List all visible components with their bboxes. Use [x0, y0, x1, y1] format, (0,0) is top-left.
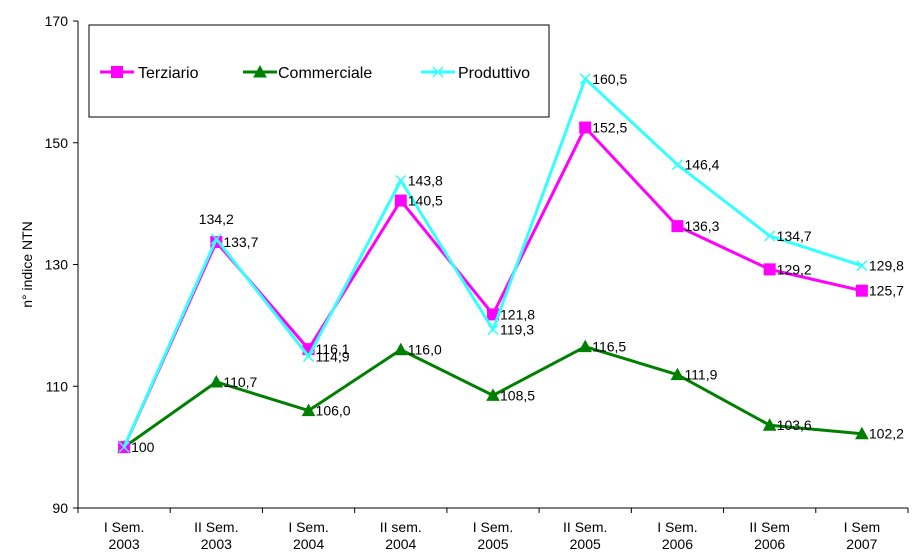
- legend-label: Produttivo: [458, 65, 530, 82]
- data-label-produttivo: 119,3: [500, 322, 534, 338]
- data-label-commerciale: 111,9: [684, 367, 717, 383]
- data-point-produttivo: [764, 230, 776, 242]
- data-point-produttivo: [671, 159, 683, 171]
- data-point-commerciale: [670, 367, 685, 381]
- legend-item-commerciale: Commerciale: [243, 64, 372, 82]
- legend-marker: [253, 64, 267, 78]
- data-point-produttivo: [395, 174, 407, 187]
- x-tick-label: 2005: [570, 536, 601, 552]
- y-tick-label: 110: [46, 378, 69, 394]
- data-label-produttivo: 114,9: [316, 348, 350, 364]
- legend-box: [88, 24, 550, 118]
- data-label-produttivo: 146,4: [684, 157, 719, 173]
- x-tick-label: II Sem.: [194, 519, 238, 535]
- x-tick-label: 2006: [754, 536, 785, 552]
- x-tick-label: 2005: [477, 536, 508, 552]
- x-tick-label: I Sem.: [473, 519, 513, 535]
- data-point-commerciale: [578, 339, 593, 353]
- data-point-produttivo: [856, 260, 868, 272]
- series-commerciale: [117, 339, 869, 453]
- data-label-terziario: 121,8: [500, 306, 535, 322]
- data-label-terziario: 129,2: [777, 261, 812, 277]
- data-label-commerciale: 106,0: [316, 403, 351, 419]
- x-tick-label: 2003: [201, 536, 232, 552]
- data-label-produttivo: 134,7: [777, 228, 812, 244]
- legend-marker: [111, 66, 123, 78]
- data-point-produttivo: [210, 233, 222, 245]
- data-label-commerciale: 110,7: [223, 374, 257, 390]
- data-point-terziario: [579, 121, 592, 134]
- series-produttivo: [118, 73, 868, 453]
- legend-label: Terziario: [138, 65, 199, 82]
- data-label-terziario: 136,3: [684, 218, 719, 234]
- data-label-terziario: 140,5: [408, 193, 443, 209]
- data-label-produttivo: 160,5: [592, 71, 627, 87]
- data-labels: 133,7 116,1 140,5 121,8 152,5 136,3 129,2 125,7…: [131, 71, 904, 455]
- x-tick-label: 2004: [293, 536, 324, 552]
- x-tick-label: II sem.: [380, 519, 422, 535]
- data-point-produttivo: [579, 73, 591, 85]
- x-tick-label: I Sem.: [288, 519, 328, 535]
- legend-marker: [432, 66, 444, 78]
- x-tick-label: 2004: [385, 536, 416, 552]
- y-tick-label: 90: [52, 500, 68, 516]
- data-point-terziario: [763, 263, 776, 276]
- data-label-commerciale: 102,2: [869, 426, 904, 442]
- data-label-produttivo: 143,8: [408, 172, 443, 188]
- data-point-terziario: [671, 220, 684, 233]
- data-label-commerciale: 116,5: [592, 339, 626, 355]
- data-point-commerciale: [209, 374, 224, 388]
- data-label-terziario: 152,5: [592, 120, 627, 136]
- data-point-terziario: [394, 194, 407, 207]
- x-tick-label: I Sem.: [657, 519, 697, 535]
- series-layer: [117, 73, 869, 454]
- x-tick-label: 2006: [662, 536, 693, 552]
- legend-label: Commerciale: [278, 65, 372, 82]
- series-terziario: [118, 121, 868, 454]
- legend-item-produttivo: Produttivo: [421, 65, 530, 82]
- x-tick-label: II Sem.: [563, 519, 607, 535]
- data-label-terziario: 125,7: [869, 283, 904, 299]
- data-point-commerciale: [486, 388, 500, 401]
- data-point-commerciale: [762, 418, 777, 431]
- data-label-produttivo: 134,2: [199, 211, 234, 227]
- data-point-produttivo: [303, 350, 315, 362]
- data-point-produttivo: [118, 441, 130, 453]
- x-tick-label: 2003: [109, 536, 140, 552]
- data-label-commerciale: 116,0: [408, 342, 442, 358]
- data-point-commerciale: [855, 426, 869, 440]
- legend: Terziario Commerciale Produttivo: [88, 24, 550, 118]
- data-point-terziario: [855, 284, 868, 297]
- y-axis-title: n° indice NTN: [19, 221, 35, 308]
- data-label-commerciale: 103,6: [777, 417, 812, 433]
- data-point-commerciale: [301, 403, 316, 417]
- x-tick-label: I Sem.: [104, 519, 144, 535]
- data-label-terziario: 116,1: [316, 341, 350, 357]
- y-tick-label: 170: [45, 13, 69, 29]
- x-tick-label: I Sem: [844, 519, 881, 535]
- data-label-terziario: 133,7: [223, 234, 258, 250]
- y-tick-label: 150: [45, 135, 69, 151]
- legend-item-terziario: Terziario: [100, 65, 199, 82]
- data-point-commerciale: [393, 342, 408, 356]
- y-tick-label: 130: [45, 257, 69, 273]
- data-label-produttivo: 129,8: [869, 258, 904, 274]
- data-point-produttivo: [487, 324, 499, 336]
- x-tick-label: II Sem: [749, 519, 789, 535]
- x-tick-label: 2007: [846, 536, 877, 552]
- data-label-commerciale: 108,5: [500, 387, 535, 403]
- data-label-commerciale: 100: [131, 439, 155, 455]
